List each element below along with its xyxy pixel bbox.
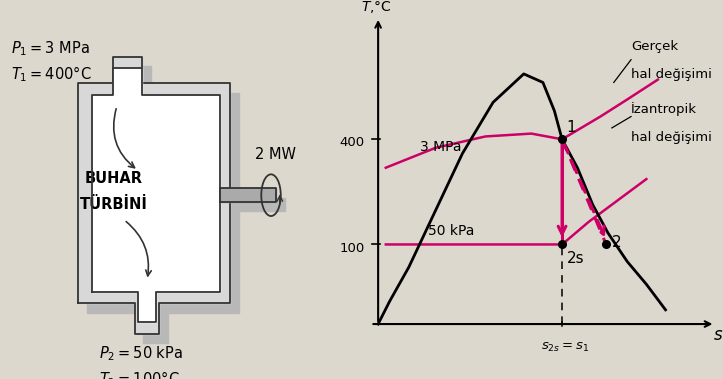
Text: $T_1 = 400$°C: $T_1 = 400$°C bbox=[11, 64, 91, 84]
Polygon shape bbox=[228, 198, 285, 211]
Text: $T$,°C: $T$,°C bbox=[361, 0, 392, 16]
Text: hal değişimi: hal değişimi bbox=[631, 68, 712, 81]
Text: 2 MW: 2 MW bbox=[255, 147, 296, 162]
Text: 100: 100 bbox=[340, 241, 365, 255]
Text: BUHAR: BUHAR bbox=[85, 171, 142, 186]
Text: İzantropik: İzantropik bbox=[631, 102, 697, 116]
Polygon shape bbox=[78, 57, 230, 334]
Text: 50 kPa: 50 kPa bbox=[428, 224, 474, 238]
Text: $s$: $s$ bbox=[714, 326, 723, 344]
Text: 2: 2 bbox=[612, 235, 622, 250]
Text: $P_1 = 3$ MPa: $P_1 = 3$ MPa bbox=[11, 39, 90, 58]
Polygon shape bbox=[220, 188, 276, 202]
Polygon shape bbox=[92, 68, 220, 322]
Text: 400: 400 bbox=[340, 136, 365, 149]
Text: 3 MPa: 3 MPa bbox=[420, 139, 462, 153]
Text: TÜRBİNİ: TÜRBİNİ bbox=[80, 197, 147, 212]
Text: $T_2 = 100$°C: $T_2 = 100$°C bbox=[99, 370, 180, 379]
Text: 1: 1 bbox=[567, 120, 576, 135]
Text: Gerçek: Gerçek bbox=[631, 40, 678, 53]
Text: $P_2 = 50$ kPa: $P_2 = 50$ kPa bbox=[99, 344, 183, 363]
Text: 2s: 2s bbox=[567, 251, 584, 266]
Polygon shape bbox=[87, 66, 239, 343]
Text: hal değişimi: hal değişimi bbox=[631, 131, 712, 144]
Text: $s_{2s} = s_1$: $s_{2s} = s_1$ bbox=[541, 341, 589, 354]
